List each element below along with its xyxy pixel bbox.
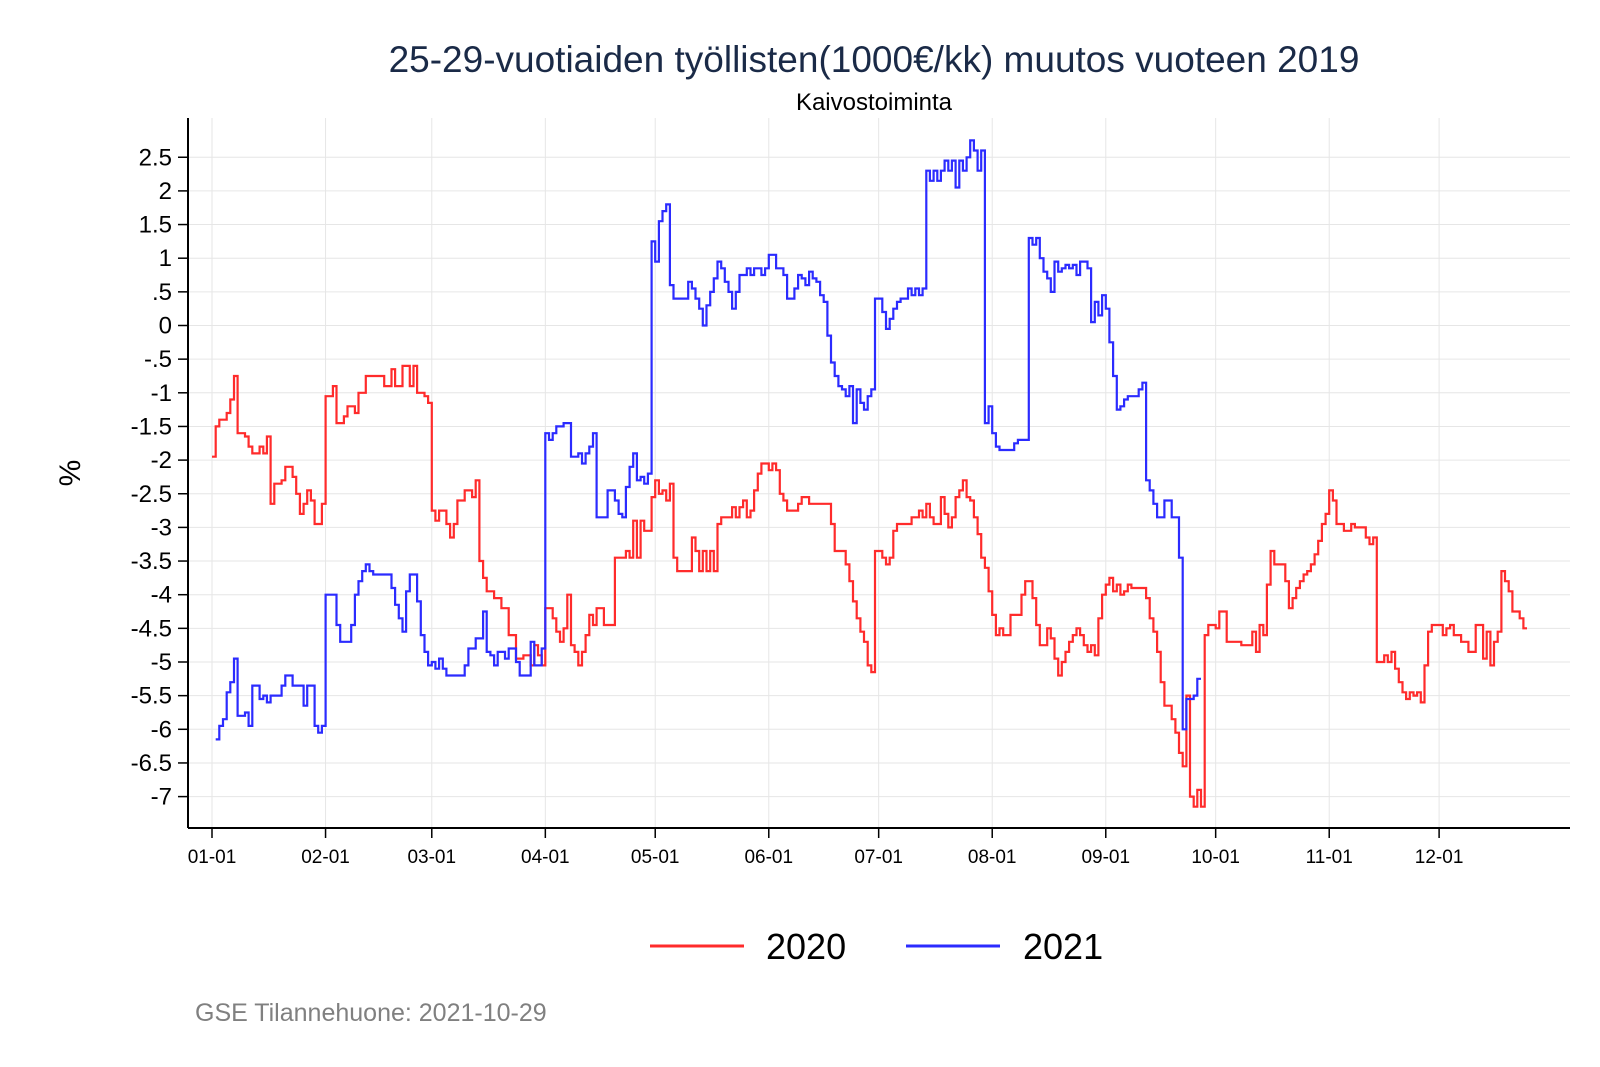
y-tick-label: -5	[151, 649, 172, 676]
y-tick-label: 1.5	[139, 212, 172, 239]
y-tick-label: -2	[151, 447, 172, 474]
x-tick-label: 03-01	[407, 847, 456, 868]
x-tick-label: 04-01	[521, 847, 570, 868]
legend: 2020 2021	[650, 926, 1103, 967]
x-tick-label: 10-01	[1191, 847, 1240, 868]
legend-label-2021: 2021	[1023, 926, 1103, 967]
y-tick-label: -1.5	[131, 413, 172, 440]
source-note: GSE Tilannehuone: 2021-10-29	[195, 999, 547, 1027]
series-line-2020	[212, 364, 1527, 808]
grid-lines	[188, 118, 1570, 828]
x-tick-label: 12-01	[1415, 847, 1464, 868]
y-tick-label: -4	[151, 582, 172, 609]
series-line-2021	[215, 139, 1201, 741]
y-tick-label: 2	[159, 178, 172, 205]
y-tick-label: -5.5	[131, 683, 172, 710]
chart-title: 25-29-vuotiaiden työllisten(1000€/kk) mu…	[389, 39, 1360, 80]
x-axis-ticks: 01-01 02-01 03-01 04-01 05-01 06-01 07-01 08-01…	[188, 828, 1464, 868]
x-tick-label: 08-01	[968, 847, 1017, 868]
y-tick-label: .5	[152, 279, 172, 306]
y-tick-label: 1	[159, 245, 172, 272]
y-tick-label: -6.5	[131, 750, 172, 777]
x-tick-label: 07-01	[854, 847, 903, 868]
y-tick-label: -1	[151, 380, 172, 407]
y-tick-label: 0	[159, 313, 172, 340]
series-lines	[212, 139, 1527, 808]
y-tick-label: -7	[151, 784, 172, 811]
y-axis-ticks: 2.521.51.50-.5-1-1.5-2-2.5-3-3.5-4-4.5-5…	[131, 144, 188, 811]
y-tick-label: -3.5	[131, 548, 172, 575]
x-tick-label: 06-01	[744, 847, 793, 868]
y-tick-label: -6	[151, 716, 172, 743]
y-tick-label: 2.5	[139, 144, 172, 171]
y-tick-label: -4.5	[131, 615, 172, 642]
y-axis-label: %	[54, 460, 87, 487]
x-tick-label: 05-01	[631, 847, 680, 868]
y-tick-label: -3	[151, 514, 172, 541]
y-tick-label: -2.5	[131, 481, 172, 508]
x-tick-label: 11-01	[1306, 847, 1353, 868]
x-tick-label: 02-01	[301, 847, 350, 868]
x-tick-label: 09-01	[1081, 847, 1130, 868]
chart-subtitle: Kaivostoiminta	[796, 89, 953, 116]
x-tick-label: 01-01	[188, 847, 237, 868]
legend-label-2020: 2020	[766, 926, 846, 967]
y-tick-label: -.5	[144, 346, 172, 373]
